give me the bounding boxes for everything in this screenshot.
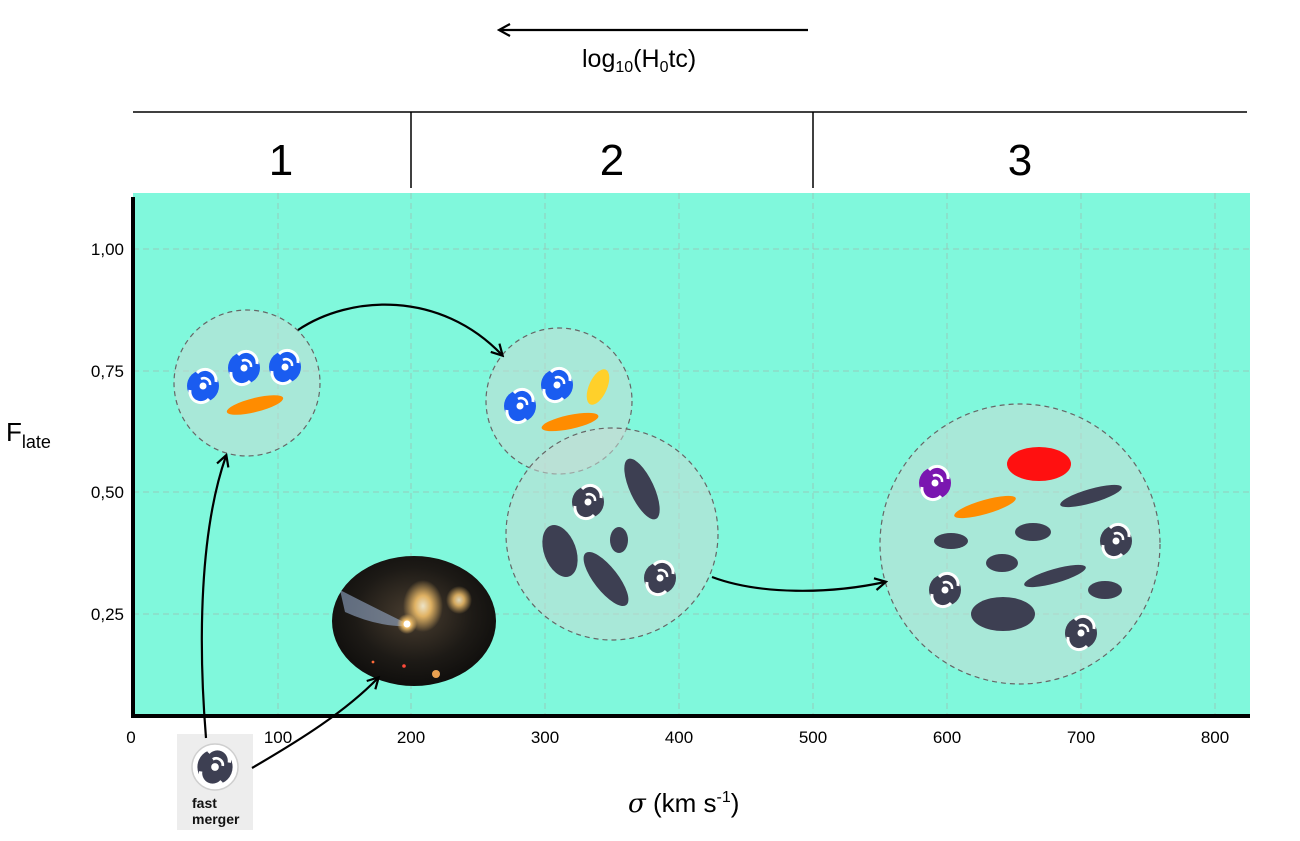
x-tick-label: 600 xyxy=(933,728,961,747)
elliptical-galaxy-icon xyxy=(1024,564,1086,588)
y-tick-label: 0,75 xyxy=(91,362,124,381)
elliptical-galaxy-icon xyxy=(624,458,660,520)
x-tick-label: 700 xyxy=(1067,728,1095,747)
y-tick-label: 1,00 xyxy=(91,240,124,259)
orange-galaxy-icon xyxy=(226,395,284,415)
orange-galaxy-icon xyxy=(954,495,1016,519)
fast-merger-label-line1: fast xyxy=(192,795,217,811)
x-tick-label: 500 xyxy=(799,728,827,747)
x-tick-label: 800 xyxy=(1201,728,1229,747)
yellow-galaxy-icon xyxy=(586,369,610,405)
fast-merger-label-line2: merger xyxy=(192,811,240,827)
elliptical-galaxy-icon xyxy=(934,533,968,549)
elliptical-galaxy-icon xyxy=(986,554,1018,572)
arrow-group2-to-group3 xyxy=(711,575,885,592)
red-galaxy-icon xyxy=(1007,447,1071,481)
arrow-group1-to-group2 xyxy=(297,303,502,355)
elliptical-galaxy-icon xyxy=(971,597,1035,631)
x-tick-label: 400 xyxy=(665,728,693,747)
x-axis-label: σ (km s-1) xyxy=(628,788,739,819)
x-tick-label: 100 xyxy=(264,728,292,747)
y-tick-label: 0,50 xyxy=(91,483,124,502)
arrow-merger-to-group1 xyxy=(200,456,226,739)
galaxy-group-3 xyxy=(879,403,1161,685)
x-tick-label: 200 xyxy=(397,728,425,747)
elliptical-galaxy-icon xyxy=(1060,484,1122,508)
galaxy-group-2b xyxy=(505,427,719,641)
elliptical-galaxy-icon xyxy=(583,551,629,607)
y-axis-label: Flate xyxy=(6,417,51,452)
elliptical-galaxy-icon xyxy=(1088,581,1122,599)
merger-galaxy-image xyxy=(332,556,496,686)
y-tick-label: 0,25 xyxy=(91,605,124,624)
elliptical-galaxy-icon xyxy=(542,525,578,577)
galaxy-group-1 xyxy=(173,309,321,457)
region-label-1: 1 xyxy=(269,136,293,185)
fast-merger-badge: fast merger xyxy=(177,734,253,830)
elliptical-galaxy-icon xyxy=(1015,523,1051,541)
x-tick-label: 300 xyxy=(531,728,559,747)
elliptical-galaxy-icon xyxy=(610,527,628,553)
region-label-2: 2 xyxy=(600,136,624,185)
top-axis-label: log10(H0tc) xyxy=(582,45,696,76)
arrow-merger-to-image xyxy=(251,678,378,769)
orange-galaxy-icon xyxy=(541,412,599,432)
region-label-3: 3 xyxy=(1008,136,1032,185)
x-tick-label: 0 xyxy=(126,728,135,747)
